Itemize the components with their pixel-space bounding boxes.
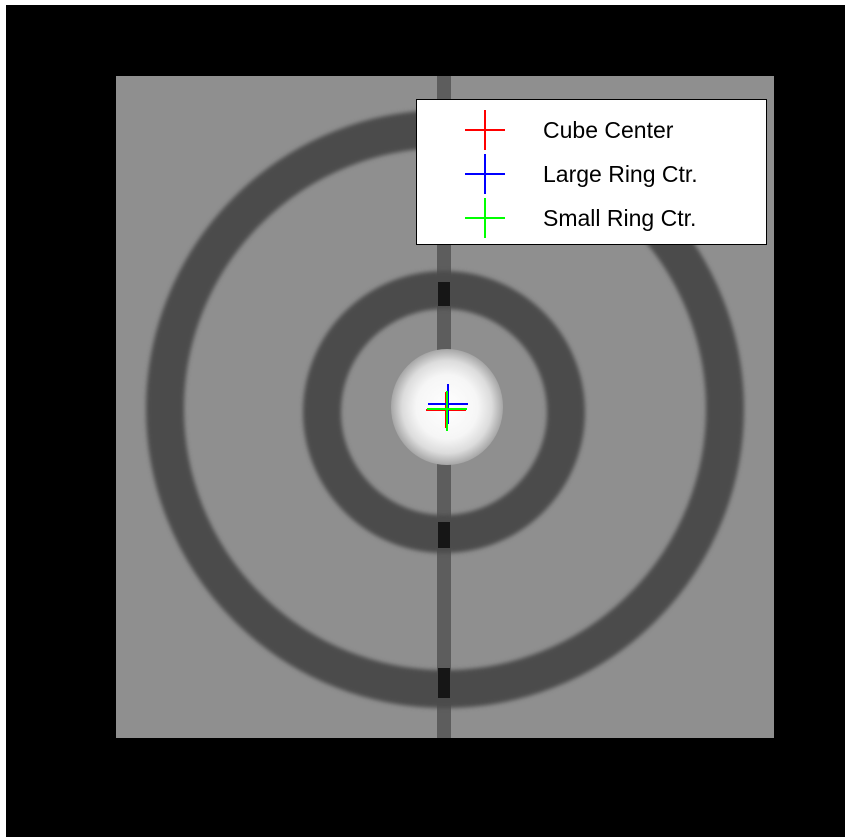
intersection-mark (438, 282, 450, 306)
cross-marker-icon (465, 198, 505, 238)
legend-item-cube-center: Cube Center (417, 108, 766, 152)
small-ring-center-marker (427, 391, 467, 431)
cross-marker-icon (465, 154, 505, 194)
legend-item-large-ring-center: Large Ring Ctr. (417, 152, 766, 196)
legend: Cube Center Large Ring Ctr. Small Ring C… (416, 99, 767, 245)
intersection-mark (438, 668, 450, 698)
intersection-mark (438, 522, 450, 548)
legend-label: Large Ring Ctr. (543, 161, 698, 187)
figure-background: Cube Center Large Ring Ctr. Small Ring C… (6, 5, 845, 837)
legend-label: Small Ring Ctr. (543, 205, 697, 231)
cross-marker-icon (465, 110, 505, 150)
legend-item-small-ring-center: Small Ring Ctr. (417, 196, 766, 240)
legend-label: Cube Center (543, 117, 674, 143)
